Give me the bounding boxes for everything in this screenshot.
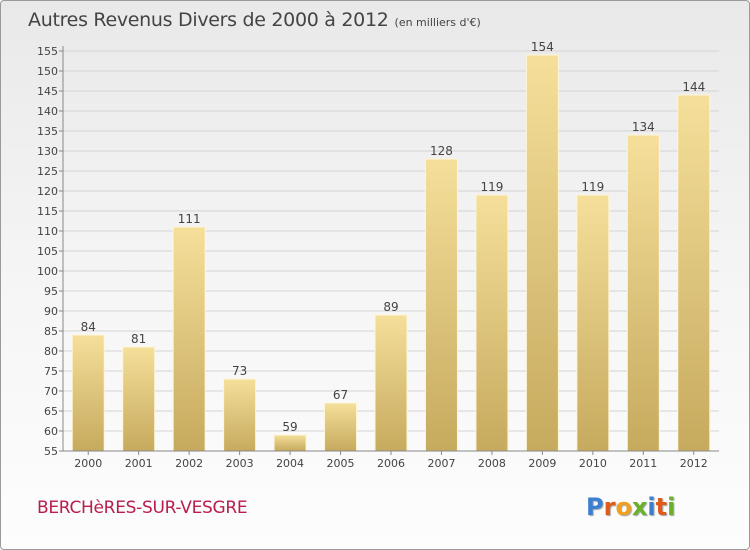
logo-letter: P: [586, 493, 604, 521]
data-label: 119: [480, 180, 503, 194]
bar-2001: [122, 346, 156, 452]
bar-2000: [71, 334, 105, 452]
commune-name: BERCHèRES-SUR-VESGRE: [37, 498, 248, 518]
x-tick-label: 2009: [528, 457, 556, 470]
chart-unit: (en milliers d'€): [394, 16, 481, 29]
data-label: 128: [430, 144, 453, 158]
bar-2002: [172, 226, 206, 452]
logo-letter: r: [603, 493, 616, 521]
x-tick-label: 2007: [427, 457, 455, 470]
y-tick-label: 85: [44, 325, 58, 338]
x-tick-label: 2001: [125, 457, 153, 470]
y-tick-label: 110: [37, 225, 58, 238]
bar-2009: [525, 54, 559, 452]
x-tick-label: 2010: [579, 457, 607, 470]
y-tick-label: 155: [37, 45, 58, 58]
x-tick-label: 2008: [478, 457, 506, 470]
y-tick-label: 80: [44, 345, 58, 358]
y-tick-label: 135: [37, 125, 58, 138]
chart-title: Autres Revenus Divers de 2000 à 2012 (en …: [28, 9, 481, 31]
data-label: 89: [383, 300, 398, 314]
x-tick-label: 2006: [377, 457, 405, 470]
data-label: 81: [131, 332, 146, 346]
y-tick-label: 150: [37, 65, 58, 78]
bar-2012: [677, 94, 711, 452]
chart-title-text: Autres Revenus Divers de 2000 à 2012: [28, 9, 389, 31]
x-tick-label: 2000: [74, 457, 102, 470]
data-label: 134: [632, 120, 655, 134]
y-tick-label: 90: [44, 305, 58, 318]
data-label: 84: [81, 320, 96, 334]
bar-2006: [374, 314, 408, 452]
y-tick-label: 120: [37, 185, 58, 198]
y-tick-label: 140: [37, 105, 58, 118]
logo-letter: o: [615, 493, 632, 521]
bar-2008: [475, 194, 509, 452]
data-label: 73: [232, 364, 247, 378]
bar-2007: [424, 158, 458, 452]
data-label: 59: [282, 420, 297, 434]
y-tick-label: 145: [37, 85, 58, 98]
y-tick-label: 115: [37, 205, 58, 218]
y-tick-label: 60: [44, 425, 58, 438]
y-tick-label: 105: [37, 245, 58, 258]
data-label: 67: [333, 388, 348, 402]
data-label: 111: [178, 212, 201, 226]
logo-letter: x: [631, 493, 648, 521]
bar-2005: [324, 402, 358, 452]
data-label: 144: [682, 80, 705, 94]
x-tick-label: 2011: [629, 457, 657, 470]
data-label: 154: [531, 40, 554, 54]
x-tick-label: 2005: [327, 457, 355, 470]
bar-2011: [626, 134, 660, 452]
logo-letter: t: [655, 493, 668, 521]
x-tick-label: 2003: [226, 457, 254, 470]
x-tick-label: 2002: [175, 457, 203, 470]
y-tick-label: 65: [44, 405, 58, 418]
y-tick-label: 95: [44, 285, 58, 298]
logo-letter: i: [647, 493, 656, 521]
y-tick-label: 55: [44, 445, 58, 458]
y-tick-label: 125: [37, 165, 58, 178]
x-tick-label: 2012: [680, 457, 708, 470]
bar-2003: [223, 378, 257, 452]
y-tick-label: 130: [37, 145, 58, 158]
logo-letter: i: [667, 493, 676, 521]
y-tick-label: 75: [44, 365, 58, 378]
proxiti-logo: Proxiti: [586, 493, 675, 521]
data-label: 119: [581, 180, 604, 194]
y-tick-label: 70: [44, 385, 58, 398]
bar-2010: [576, 194, 610, 452]
y-tick-label: 100: [37, 265, 58, 278]
bar-2004: [273, 434, 307, 452]
x-tick-label: 2004: [276, 457, 304, 470]
